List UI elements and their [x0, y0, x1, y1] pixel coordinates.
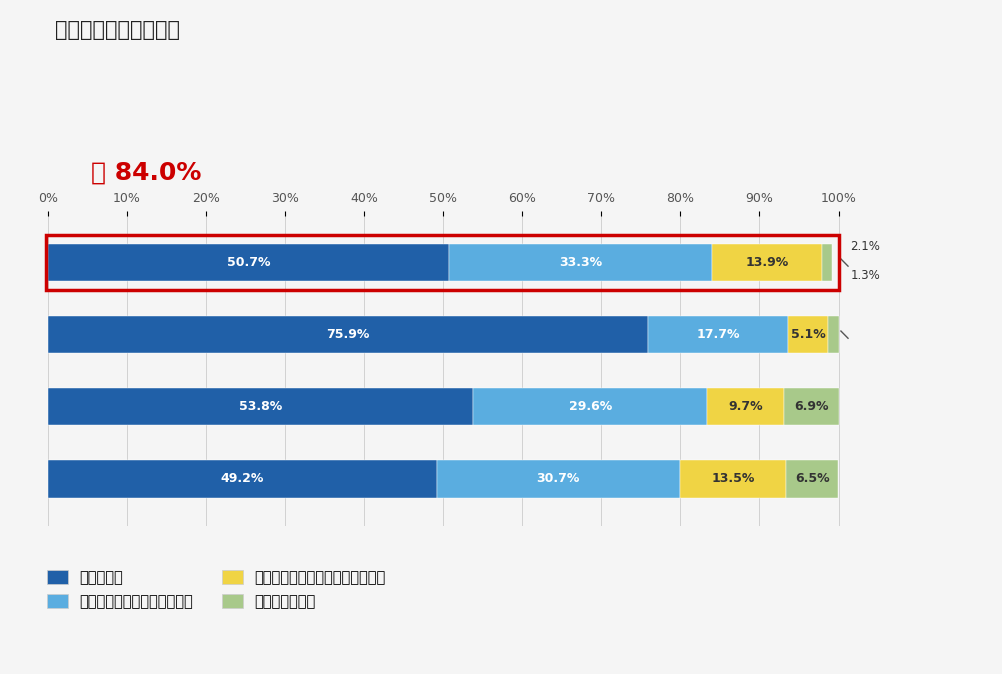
- Text: 6.5%: 6.5%: [795, 472, 830, 485]
- Text: 50.7%: 50.7%: [226, 256, 271, 269]
- Text: 49.2%: 49.2%: [220, 472, 265, 485]
- Bar: [822, 244, 833, 281]
- Text: 17.7%: 17.7%: [696, 328, 739, 341]
- Bar: [449, 244, 712, 281]
- Bar: [48, 460, 437, 497]
- Text: 13.5%: 13.5%: [711, 472, 755, 485]
- Bar: [648, 316, 788, 353]
- Text: 1.3%: 1.3%: [851, 269, 880, 282]
- Text: 時差出勤を利用したい: 時差出勤を利用したい: [55, 20, 180, 40]
- Text: 13.9%: 13.9%: [745, 256, 789, 269]
- Text: 5.1%: 5.1%: [791, 328, 826, 341]
- Text: 6.9%: 6.9%: [794, 400, 829, 413]
- Text: 9.7%: 9.7%: [728, 400, 763, 413]
- Text: 2.1%: 2.1%: [851, 240, 881, 253]
- Bar: [437, 460, 679, 497]
- Bar: [784, 388, 839, 425]
- Bar: [679, 460, 787, 497]
- Bar: [473, 388, 707, 425]
- Legend: 利用したい, どちらかといえば利用したい, どちらかといえば利用したくない, 利用したくない: 利用したい, どちらかといえば利用したい, どちらかといえば利用したくない, 利…: [47, 570, 386, 609]
- Text: 53.8%: 53.8%: [239, 400, 283, 413]
- Text: 33.3%: 33.3%: [559, 256, 602, 269]
- Bar: [712, 244, 822, 281]
- Text: 30.7%: 30.7%: [537, 472, 580, 485]
- Bar: [48, 316, 648, 353]
- Text: 75.9%: 75.9%: [327, 328, 370, 341]
- Bar: [829, 316, 839, 353]
- Text: 計 84.0%: 計 84.0%: [91, 160, 201, 185]
- Bar: [707, 388, 784, 425]
- Bar: [48, 388, 473, 425]
- Bar: [48, 244, 449, 281]
- Bar: [788, 316, 829, 353]
- Text: 29.6%: 29.6%: [569, 400, 612, 413]
- Bar: [787, 460, 838, 497]
